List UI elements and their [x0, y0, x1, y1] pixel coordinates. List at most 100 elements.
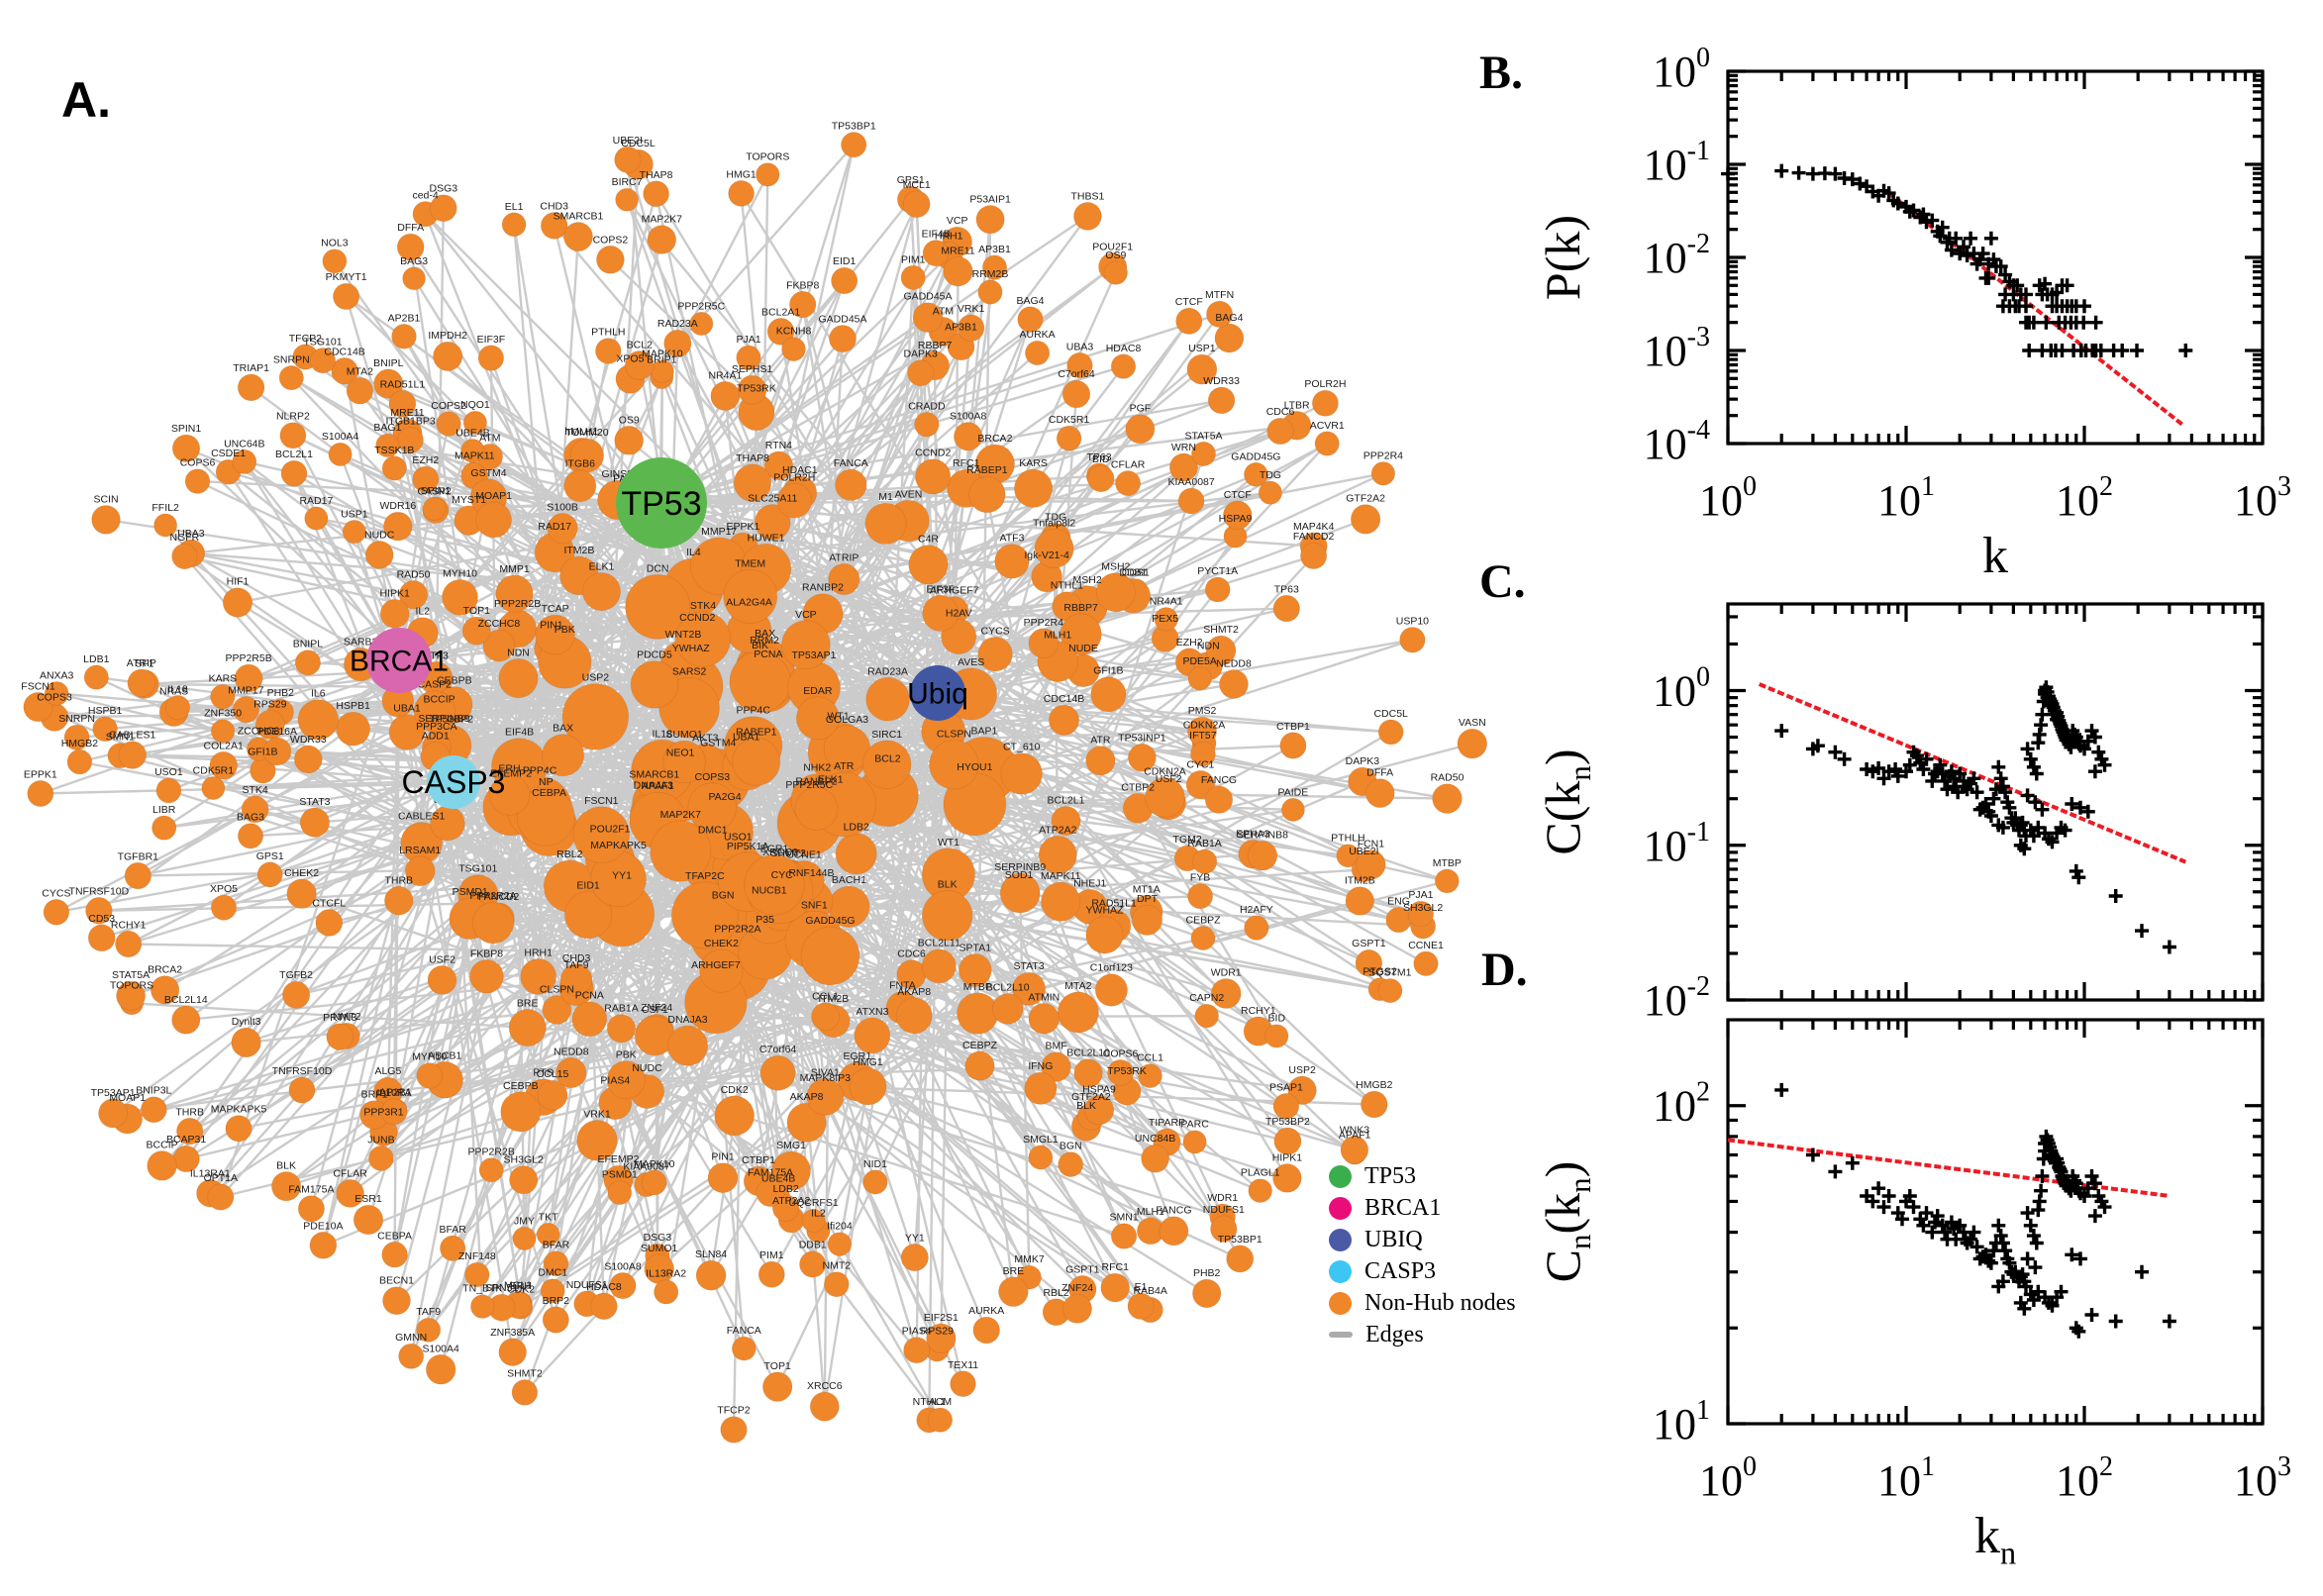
- non-hub-node: [576, 1120, 618, 1161]
- non-hub-node: [975, 205, 1005, 235]
- gene-label: CHD3: [540, 201, 568, 213]
- non-hub-node: [1103, 260, 1129, 285]
- non-hub-node: [1186, 353, 1218, 385]
- non-hub-node: [1154, 607, 1178, 632]
- gene-label: ANXA3: [40, 670, 74, 682]
- gene-label: STAT5A: [112, 969, 150, 981]
- gene-label: PPP3CA: [416, 721, 456, 733]
- gene-label: TFCP2: [717, 1405, 750, 1417]
- gene-label: NUCB1: [752, 884, 787, 896]
- non-hub-node: [800, 926, 860, 986]
- gene-label: PIN1: [540, 620, 563, 632]
- non-hub-node: [286, 878, 317, 910]
- non-hub-node: [1013, 468, 1054, 508]
- non-hub-node: [336, 711, 371, 747]
- gene-label: BMF: [1046, 1041, 1067, 1052]
- non-hub-node: [1205, 300, 1234, 328]
- non-hub-node: [1187, 666, 1212, 691]
- non-hub-node: [563, 890, 613, 940]
- non-hub-node: [115, 930, 143, 958]
- non-hub-node: [953, 422, 983, 451]
- tick-label: 101: [1877, 471, 1935, 525]
- non-hub-node: [811, 1002, 841, 1032]
- gene-label: AKT3: [692, 732, 718, 744]
- gene-label: TOPORS: [110, 980, 153, 992]
- gene-label: NR4A1: [708, 369, 742, 381]
- non-hub-node: [1219, 669, 1249, 699]
- non-hub-node: [542, 995, 572, 1025]
- non-hub-node: [801, 1208, 826, 1234]
- non-hub-node: [1264, 1024, 1289, 1048]
- gene-label: IL18: [167, 683, 188, 695]
- gene-label: SQSTM1: [1368, 966, 1411, 978]
- node-swatch-icon: [1329, 1259, 1352, 1283]
- non-hub-node: [201, 775, 226, 801]
- gene-label: POLR2H: [1304, 378, 1346, 390]
- non-hub-node: [615, 187, 640, 212]
- gene-label: GMNN: [395, 1332, 427, 1344]
- gene-label: USP2: [1288, 1064, 1316, 1076]
- tick-label: 10-3: [1644, 322, 1710, 375]
- gene-label: C1orf123: [1090, 962, 1133, 974]
- gene-label: YY1: [612, 870, 632, 882]
- non-hub-node: [124, 861, 152, 890]
- gene-label: SMN1: [106, 732, 135, 744]
- legend-label: Edges: [1365, 1321, 1424, 1347]
- legend-label: BRCA1: [1364, 1194, 1442, 1221]
- non-hub-node: [1177, 487, 1205, 515]
- non-hub-node: [462, 410, 488, 436]
- non-hub-node: [1191, 848, 1218, 875]
- gene-label: IFNG: [1028, 1060, 1053, 1072]
- gene-label: CASP2: [418, 679, 453, 691]
- gene-label: PTS: [533, 1067, 553, 1079]
- node-swatch-icon: [1329, 1164, 1352, 1188]
- gene-label: SARS2: [672, 666, 707, 678]
- gene-label: FKBP8: [786, 279, 819, 291]
- gene-label: COPS6: [180, 457, 216, 469]
- gene-label: TEX11: [948, 1359, 978, 1371]
- gene-label: TSG101: [458, 863, 497, 875]
- non-hub-node: [1107, 1058, 1135, 1087]
- non-hub-node: [1100, 1272, 1131, 1303]
- non-hub-node: [572, 806, 631, 863]
- gene-label: CSDE1: [211, 448, 246, 459]
- gene-label: XRCC6: [807, 1380, 843, 1392]
- legend: TP53 BRCA1 UBIQ CASP3 Non-Hub nodes Edges: [1329, 1160, 1516, 1350]
- gene-label: FANCG: [1156, 1205, 1191, 1217]
- non-hub-node: [279, 422, 307, 449]
- gene-label: HYOU1: [957, 761, 992, 773]
- non-hub-node: [625, 573, 691, 640]
- gene-label: BGN: [712, 889, 735, 901]
- non-hub-node: [425, 1353, 456, 1385]
- non-hub-node: [1012, 971, 1047, 1006]
- tick-label: 102: [1653, 1077, 1710, 1131]
- non-hub-node: [294, 649, 322, 676]
- tick-label: 10-2: [1644, 229, 1710, 282]
- non-hub-node: [27, 779, 54, 808]
- gene-label: DFFA: [1366, 767, 1393, 779]
- gene-label: BCL2L14: [164, 994, 208, 1006]
- gene-label: CEBPZ: [962, 1040, 998, 1051]
- panel-b-label: B.: [1479, 47, 1524, 99]
- non-hub-node: [241, 795, 269, 824]
- gene-label: WDR33: [290, 734, 327, 746]
- non-hub-node: [237, 823, 264, 849]
- non-hub-node: [643, 180, 670, 208]
- gene-label: GSTM4: [700, 738, 736, 749]
- non-hub-node: [788, 290, 817, 319]
- tick-label: 10-1: [1644, 817, 1710, 870]
- non-hub-node: [907, 359, 935, 387]
- non-hub-node: [436, 411, 461, 437]
- non-hub-node: [83, 664, 110, 690]
- gene-label: TDG: [1045, 512, 1066, 524]
- gene-label: UBA3: [177, 528, 205, 540]
- non-hub-node: [831, 266, 858, 295]
- gene-label: hMLH1: [564, 426, 598, 438]
- non-hub-node: [1094, 973, 1129, 1007]
- non-hub-node: [674, 611, 732, 667]
- non-hub-node: [478, 1157, 504, 1183]
- network-nodes: [23, 132, 1488, 1444]
- tick-label: 100: [1699, 471, 1757, 525]
- gene-label: TP53BP2: [429, 714, 473, 726]
- non-hub-node: [1377, 978, 1403, 1004]
